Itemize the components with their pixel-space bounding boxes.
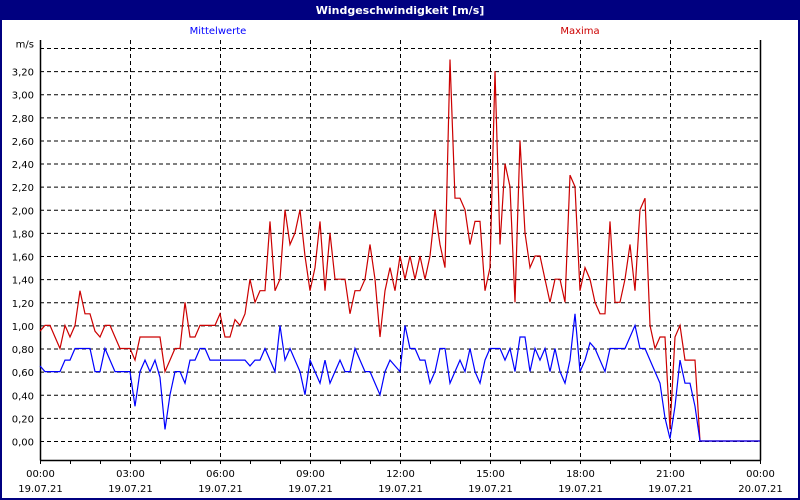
y-axis-unit-label: m/s <box>16 39 34 50</box>
y-tick-label: 2,00 <box>12 206 34 217</box>
x-tick-time: 00:00 <box>746 469 775 480</box>
legend-mittelwerte: Mittelwerte <box>190 26 247 37</box>
y-tick-label: 3,00 <box>12 91 34 102</box>
y-tick-label: 2,60 <box>12 137 34 148</box>
legend-maxima: Maxima <box>560 26 599 37</box>
series-line-maxima <box>39 59 760 442</box>
x-tick-time: 00:00 <box>26 469 55 480</box>
chart-title: Windgeschwindigkeit [m/s] <box>2 2 798 20</box>
x-tick-date: 20.07.21 <box>738 484 783 495</box>
x-tick-date: 19.07.21 <box>288 484 333 495</box>
y-tick-label: 1,80 <box>12 229 34 240</box>
x-tick-time: 06:00 <box>206 469 235 480</box>
y-tick-label: 1,60 <box>12 253 34 264</box>
y-tick-label: 0,60 <box>12 368 34 379</box>
series-line-mittelwerte <box>39 313 760 442</box>
x-tick-time: 21:00 <box>656 469 685 480</box>
x-tick-date: 19.07.21 <box>108 484 153 495</box>
y-tick-label: 1,20 <box>12 299 34 310</box>
y-tick-label: 0,40 <box>12 391 34 402</box>
x-tick-date: 19.07.21 <box>18 484 63 495</box>
x-tick-date: 19.07.21 <box>558 484 603 495</box>
x-tick-time: 12:00 <box>386 469 415 480</box>
y-tick-label: 0,20 <box>12 414 34 425</box>
x-tick-time: 18:00 <box>566 469 595 480</box>
y-tick-label: 3,20 <box>12 68 34 79</box>
y-tick-label: 1,40 <box>12 276 34 287</box>
x-tick-time: 03:00 <box>116 469 145 480</box>
y-tick-label: 2,20 <box>12 183 34 194</box>
x-tick-date: 19.07.21 <box>468 484 513 495</box>
x-tick-date: 19.07.21 <box>198 484 243 495</box>
x-tick-time: 15:00 <box>476 469 505 480</box>
y-tick-label: 2,40 <box>12 160 34 171</box>
y-tick-label: 1,00 <box>12 322 34 333</box>
y-tick-label: 0,00 <box>12 438 34 449</box>
x-tick-time: 09:00 <box>296 469 325 480</box>
y-tick-label: 2,80 <box>12 114 34 125</box>
x-tick-date: 19.07.21 <box>648 484 693 495</box>
y-tick-label: 0,80 <box>12 345 34 356</box>
x-tick-date: 19.07.21 <box>378 484 423 495</box>
